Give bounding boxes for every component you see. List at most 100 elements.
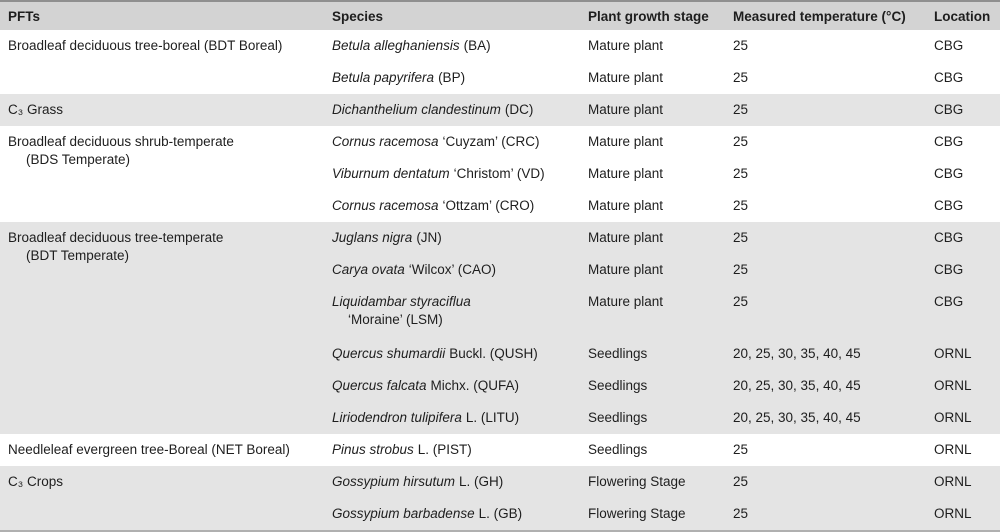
pft-label-line2: (BDT Temperate) <box>26 248 130 263</box>
location-cell: CBG <box>934 198 964 213</box>
species-binomial: Cornus racemosa <box>332 134 439 149</box>
species-binomial: Gossypium barbadense <box>332 506 475 521</box>
pft-label: Broadleaf deciduous shrub-temperate <box>8 134 234 149</box>
growth-stage-cell: Mature plant <box>588 38 664 53</box>
table-row: Gossypium barbadense L. (GB) Flowering St… <box>0 498 1000 530</box>
location-cell: ORNL <box>934 474 972 489</box>
species-binomial: Quercus shumardii <box>332 346 446 361</box>
table-row: Carya ovata ‘Wilcox’ (CAO) Mature plant 2… <box>0 254 1000 286</box>
pft-cell: Broadleaf deciduous tree-temperate (BDT T… <box>8 222 332 265</box>
growth-stage-cell: Mature plant <box>588 294 664 309</box>
species-code: Michx. (QUFA) <box>430 378 520 393</box>
table-row: Liriodendron tulipifera L. (LITU) Seedlin… <box>0 402 1000 434</box>
location-cell: ORNL <box>934 346 972 361</box>
species-binomial: Viburnum dentatum <box>332 166 450 181</box>
species-binomial: Betula alleghaniensis <box>332 38 460 53</box>
table-row: Needleleaf evergreen tree-Boreal (NET Bo… <box>0 434 1000 466</box>
species-code: (BP) <box>438 70 466 85</box>
pft-label: C₃ Crops <box>8 474 64 489</box>
species-binomial: Liquidambar styraciflua <box>332 294 471 309</box>
species-binomial: Liriodendron tulipifera <box>332 410 462 425</box>
species-code: ‘Cuyzam’ (CRC) <box>442 134 540 149</box>
species-binomial: Cornus racemosa <box>332 198 439 213</box>
pft-cell <box>8 254 332 261</box>
location-cell: CBG <box>934 38 964 53</box>
table-row: Viburnum dentatum ‘Christom’ (VD) Mature … <box>0 158 1000 190</box>
species-code: L. (GH) <box>459 474 504 489</box>
species-cell: Quercus shumardii Buckl. (QUSH) <box>332 338 588 363</box>
table-row: Broadleaf deciduous tree-temperate (BDT T… <box>0 222 1000 263</box>
table-row: C₃ Grass Dichanthelium clandestinum (DC) … <box>0 94 1000 126</box>
species-cell: Quercus falcata Michx. (QUFA) <box>332 370 588 395</box>
species-code: L. (PIST) <box>417 442 472 457</box>
pft-label: Broadleaf deciduous tree-temperate <box>8 230 224 245</box>
species-cell: Betula papyrifera (BP) <box>332 62 588 87</box>
column-header-species: Species <box>332 9 384 24</box>
pft-label: Needleleaf evergreen tree-Boreal (NET Bo… <box>8 442 290 457</box>
pft-cell: Needleleaf evergreen tree-Boreal (NET Bo… <box>8 434 332 459</box>
growth-stage-cell: Mature plant <box>588 262 664 277</box>
column-header-temperature: Measured temperature (°C) <box>733 9 906 24</box>
temperature-cell: 25 <box>733 198 749 213</box>
temperature-cell: 25 <box>733 230 749 245</box>
temperature-cell: 20, 25, 30, 35, 40, 45 <box>733 410 861 425</box>
species-cell: Viburnum dentatum ‘Christom’ (VD) <box>332 158 588 183</box>
temperature-cell: 20, 25, 30, 35, 40, 45 <box>733 346 861 361</box>
pft-cell <box>8 402 332 409</box>
pft-cell: Broadleaf deciduous shrub-temperate (BDS … <box>8 126 332 169</box>
species-binomial: Quercus falcata <box>332 378 427 393</box>
species-code: ‘Christom’ (VD) <box>453 166 545 181</box>
species-binomial: Juglans nigra <box>332 230 413 245</box>
temperature-cell: 25 <box>733 442 749 457</box>
species-cell: Juglans nigra (JN) <box>332 222 588 247</box>
growth-stage-cell: Seedlings <box>588 442 648 457</box>
temperature-cell: 20, 25, 30, 35, 40, 45 <box>733 378 861 393</box>
species-cultivar-line2: ‘Moraine’ (LSM) <box>348 312 443 327</box>
pft-cell <box>8 190 332 197</box>
species-cell: Cornus racemosa ‘Ottzam’ (CRO) <box>332 190 588 215</box>
species-cell: Betula alleghaniensis (BA) <box>332 30 588 55</box>
growth-stage-cell: Mature plant <box>588 198 664 213</box>
growth-stage-cell: Seedlings <box>588 378 648 393</box>
species-code: ‘Ottzam’ (CRO) <box>442 198 535 213</box>
table-row: C₃ Crops Gossypium hirsutum L. (GH) Flowe… <box>0 466 1000 498</box>
pft-cell <box>8 62 332 69</box>
table-row: Broadleaf deciduous shrub-temperate (BDS … <box>0 126 1000 167</box>
table-row: Quercus falcata Michx. (QUFA) Seedlings 2… <box>0 370 1000 402</box>
table-row: Liquidambar styraciflua ‘Moraine’ (LSM) M… <box>0 286 1000 338</box>
growth-stage-cell: Seedlings <box>588 410 648 425</box>
pft-label: C₃ Grass <box>8 102 64 117</box>
table-header-row: PFTs Species Plant growth stage Measured… <box>0 2 1000 30</box>
temperature-cell: 25 <box>733 134 749 149</box>
location-cell: ORNL <box>934 506 972 521</box>
species-binomial: Pinus strobus <box>332 442 414 457</box>
species-binomial: Gossypium hirsutum <box>332 474 456 489</box>
temperature-cell: 25 <box>733 506 749 521</box>
species-cell: Pinus strobus L. (PIST) <box>332 434 588 459</box>
species-cell: Gossypium barbadense L. (GB) <box>332 498 588 523</box>
species-cell: Gossypium hirsutum L. (GH) <box>332 466 588 491</box>
growth-stage-cell: Mature plant <box>588 166 664 181</box>
location-cell: CBG <box>934 134 964 149</box>
growth-stage-cell: Mature plant <box>588 134 664 149</box>
location-cell: ORNL <box>934 378 972 393</box>
pft-cell: C₃ Crops <box>8 466 332 491</box>
pft-cell: Broadleaf deciduous tree-boreal (BDT Bor… <box>8 30 332 55</box>
temperature-cell: 25 <box>733 102 749 117</box>
table-row: Broadleaf deciduous tree-boreal (BDT Bor… <box>0 30 1000 62</box>
growth-stage-cell: Flowering Stage <box>588 506 686 521</box>
species-code: (JN) <box>416 230 442 245</box>
column-header-pfts: PFTs <box>8 9 41 24</box>
location-cell: ORNL <box>934 442 972 457</box>
temperature-cell: 25 <box>733 70 749 85</box>
species-code: Buckl. (QUSH) <box>449 346 538 361</box>
growth-stage-cell: Seedlings <box>588 346 648 361</box>
species-cell: Carya ovata ‘Wilcox’ (CAO) <box>332 254 588 279</box>
location-cell: CBG <box>934 166 964 181</box>
species-cell: Liriodendron tulipifera L. (LITU) <box>332 402 588 427</box>
temperature-cell: 25 <box>733 294 749 309</box>
species-code: ‘Wilcox’ (CAO) <box>408 262 497 277</box>
pft-cell <box>8 286 332 293</box>
pft-label-line2: (BDS Temperate) <box>26 152 131 167</box>
